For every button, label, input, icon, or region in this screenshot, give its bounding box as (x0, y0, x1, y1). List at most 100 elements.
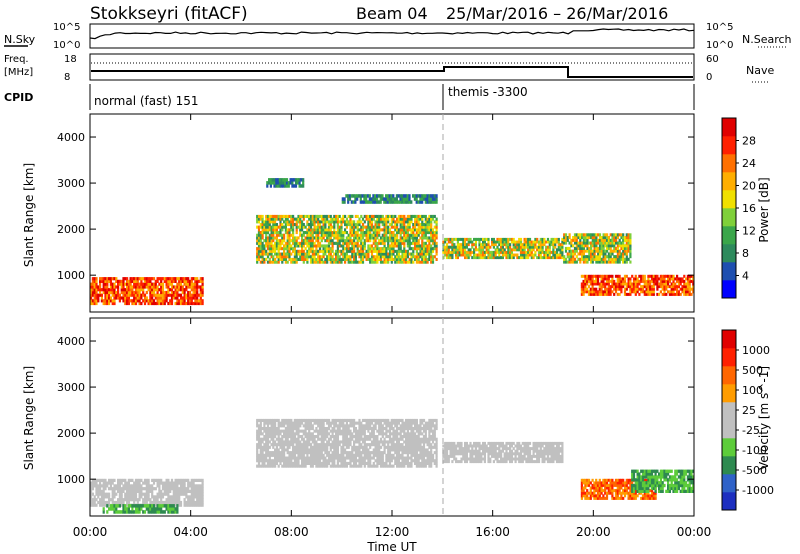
heatmap-cell (503, 240, 506, 244)
heatmap-cell (611, 274, 614, 278)
heatmap-cell (161, 277, 165, 281)
heatmap-cell (99, 498, 102, 502)
heatmap-cell (424, 241, 427, 245)
heatmap-cell (575, 260, 578, 264)
heatmap-cell (584, 277, 587, 281)
heatmap-cell (336, 427, 339, 431)
heatmap-cell (376, 247, 379, 251)
heatmap-cell (616, 287, 619, 291)
heatmap-cell (581, 241, 584, 245)
heatmap-cell (597, 255, 600, 259)
heatmap-cell (268, 214, 271, 218)
heatmap-cell (555, 248, 559, 252)
heatmap-cell (338, 424, 341, 428)
heatmap-cell (447, 250, 450, 254)
heatmap-cell (293, 223, 296, 227)
heatmap-cell (408, 225, 411, 229)
heatmap-cell (415, 231, 418, 235)
heatmap-cell (111, 299, 114, 303)
heatmap-cell (360, 220, 363, 224)
heatmap-cell (566, 260, 569, 264)
heatmap-cell (295, 244, 298, 248)
heatmap-cell (431, 214, 435, 218)
heatmap-cell (169, 504, 172, 508)
heatmap-cell (421, 257, 424, 261)
heatmap-cell (302, 461, 305, 465)
heatmap-cell (320, 461, 323, 465)
heatmap-cell (313, 255, 316, 259)
heatmap-cell (263, 231, 266, 235)
heatmap-cell (370, 236, 374, 240)
heatmap-cell (143, 492, 147, 496)
heatmap-cell (692, 282, 695, 286)
heatmap-cell (593, 236, 596, 240)
heatmap-cell (361, 233, 365, 237)
heatmap-cell (302, 260, 305, 264)
heatmap-cell (342, 214, 345, 218)
heatmap-cell (187, 296, 190, 300)
heatmap-cell (111, 478, 114, 482)
heatmap-cell (422, 241, 426, 245)
heatmap-cell (661, 274, 664, 278)
heatmap-cell (136, 498, 139, 502)
heatmap-cell (561, 250, 564, 254)
heatmap-cell (324, 427, 327, 431)
heatmap-cell (118, 296, 121, 300)
heatmap-cell (266, 181, 269, 185)
heatmap-cell (397, 241, 400, 245)
heatmap-cell (623, 246, 627, 250)
heatmap-cell (311, 239, 314, 243)
heatmap-cell (340, 217, 343, 221)
heatmap-cell (600, 287, 603, 291)
heatmap-cell (291, 178, 294, 182)
heatmap-cell (256, 239, 259, 243)
heatmap-cell (367, 451, 370, 455)
heatmap-cell (369, 236, 372, 240)
heatmap-cell (354, 448, 357, 452)
heatmap-cell (600, 277, 603, 281)
heatmap-cell (292, 453, 295, 457)
heatmap-cell (169, 277, 172, 281)
heatmap-cell (266, 429, 270, 433)
heatmap-cell (510, 253, 513, 257)
heatmap-cell (586, 246, 589, 250)
heatmap-cell (672, 277, 675, 281)
heatmap-cell (322, 448, 325, 452)
heatmap-cell (360, 239, 363, 243)
heatmap-cell (426, 239, 429, 243)
heatmap-cell (263, 239, 266, 243)
heatmap-cell (353, 443, 356, 447)
heatmap-cell (613, 279, 616, 283)
heatmap-cell (91, 487, 94, 491)
heatmap-cell (600, 282, 603, 286)
heatmap-cell (117, 487, 120, 491)
heatmap-cell (152, 481, 156, 485)
heatmap-cell (430, 223, 433, 227)
heatmap-cell (102, 301, 105, 306)
heatmap-cell (467, 256, 470, 260)
heatmap-cell (277, 184, 280, 188)
heatmap-cell (197, 478, 201, 482)
heatmap-cell (387, 239, 390, 243)
heatmap-cell (318, 453, 322, 457)
heatmap-cell (451, 240, 454, 244)
heatmap-cell (134, 510, 138, 514)
heatmap-cell (272, 424, 275, 428)
heatmap-cell (151, 484, 154, 488)
heatmap-cell (301, 443, 304, 447)
heatmap-cell (256, 429, 259, 433)
heatmap-cell (313, 252, 316, 256)
heatmap-cell (353, 424, 356, 428)
heatmap-cell (385, 220, 388, 224)
heatmap-cell (309, 236, 313, 240)
heatmap-cell (649, 292, 652, 296)
heatmap-cell (306, 443, 309, 447)
heatmap-cell (591, 277, 594, 281)
heatmap-cell (187, 285, 190, 289)
heatmap-cell (317, 260, 320, 264)
heatmap-cell (165, 481, 168, 485)
heatmap-cell (363, 225, 366, 229)
heatmap-cell (361, 424, 365, 428)
heatmap-cell (354, 225, 357, 229)
heatmap-cell (302, 464, 305, 468)
